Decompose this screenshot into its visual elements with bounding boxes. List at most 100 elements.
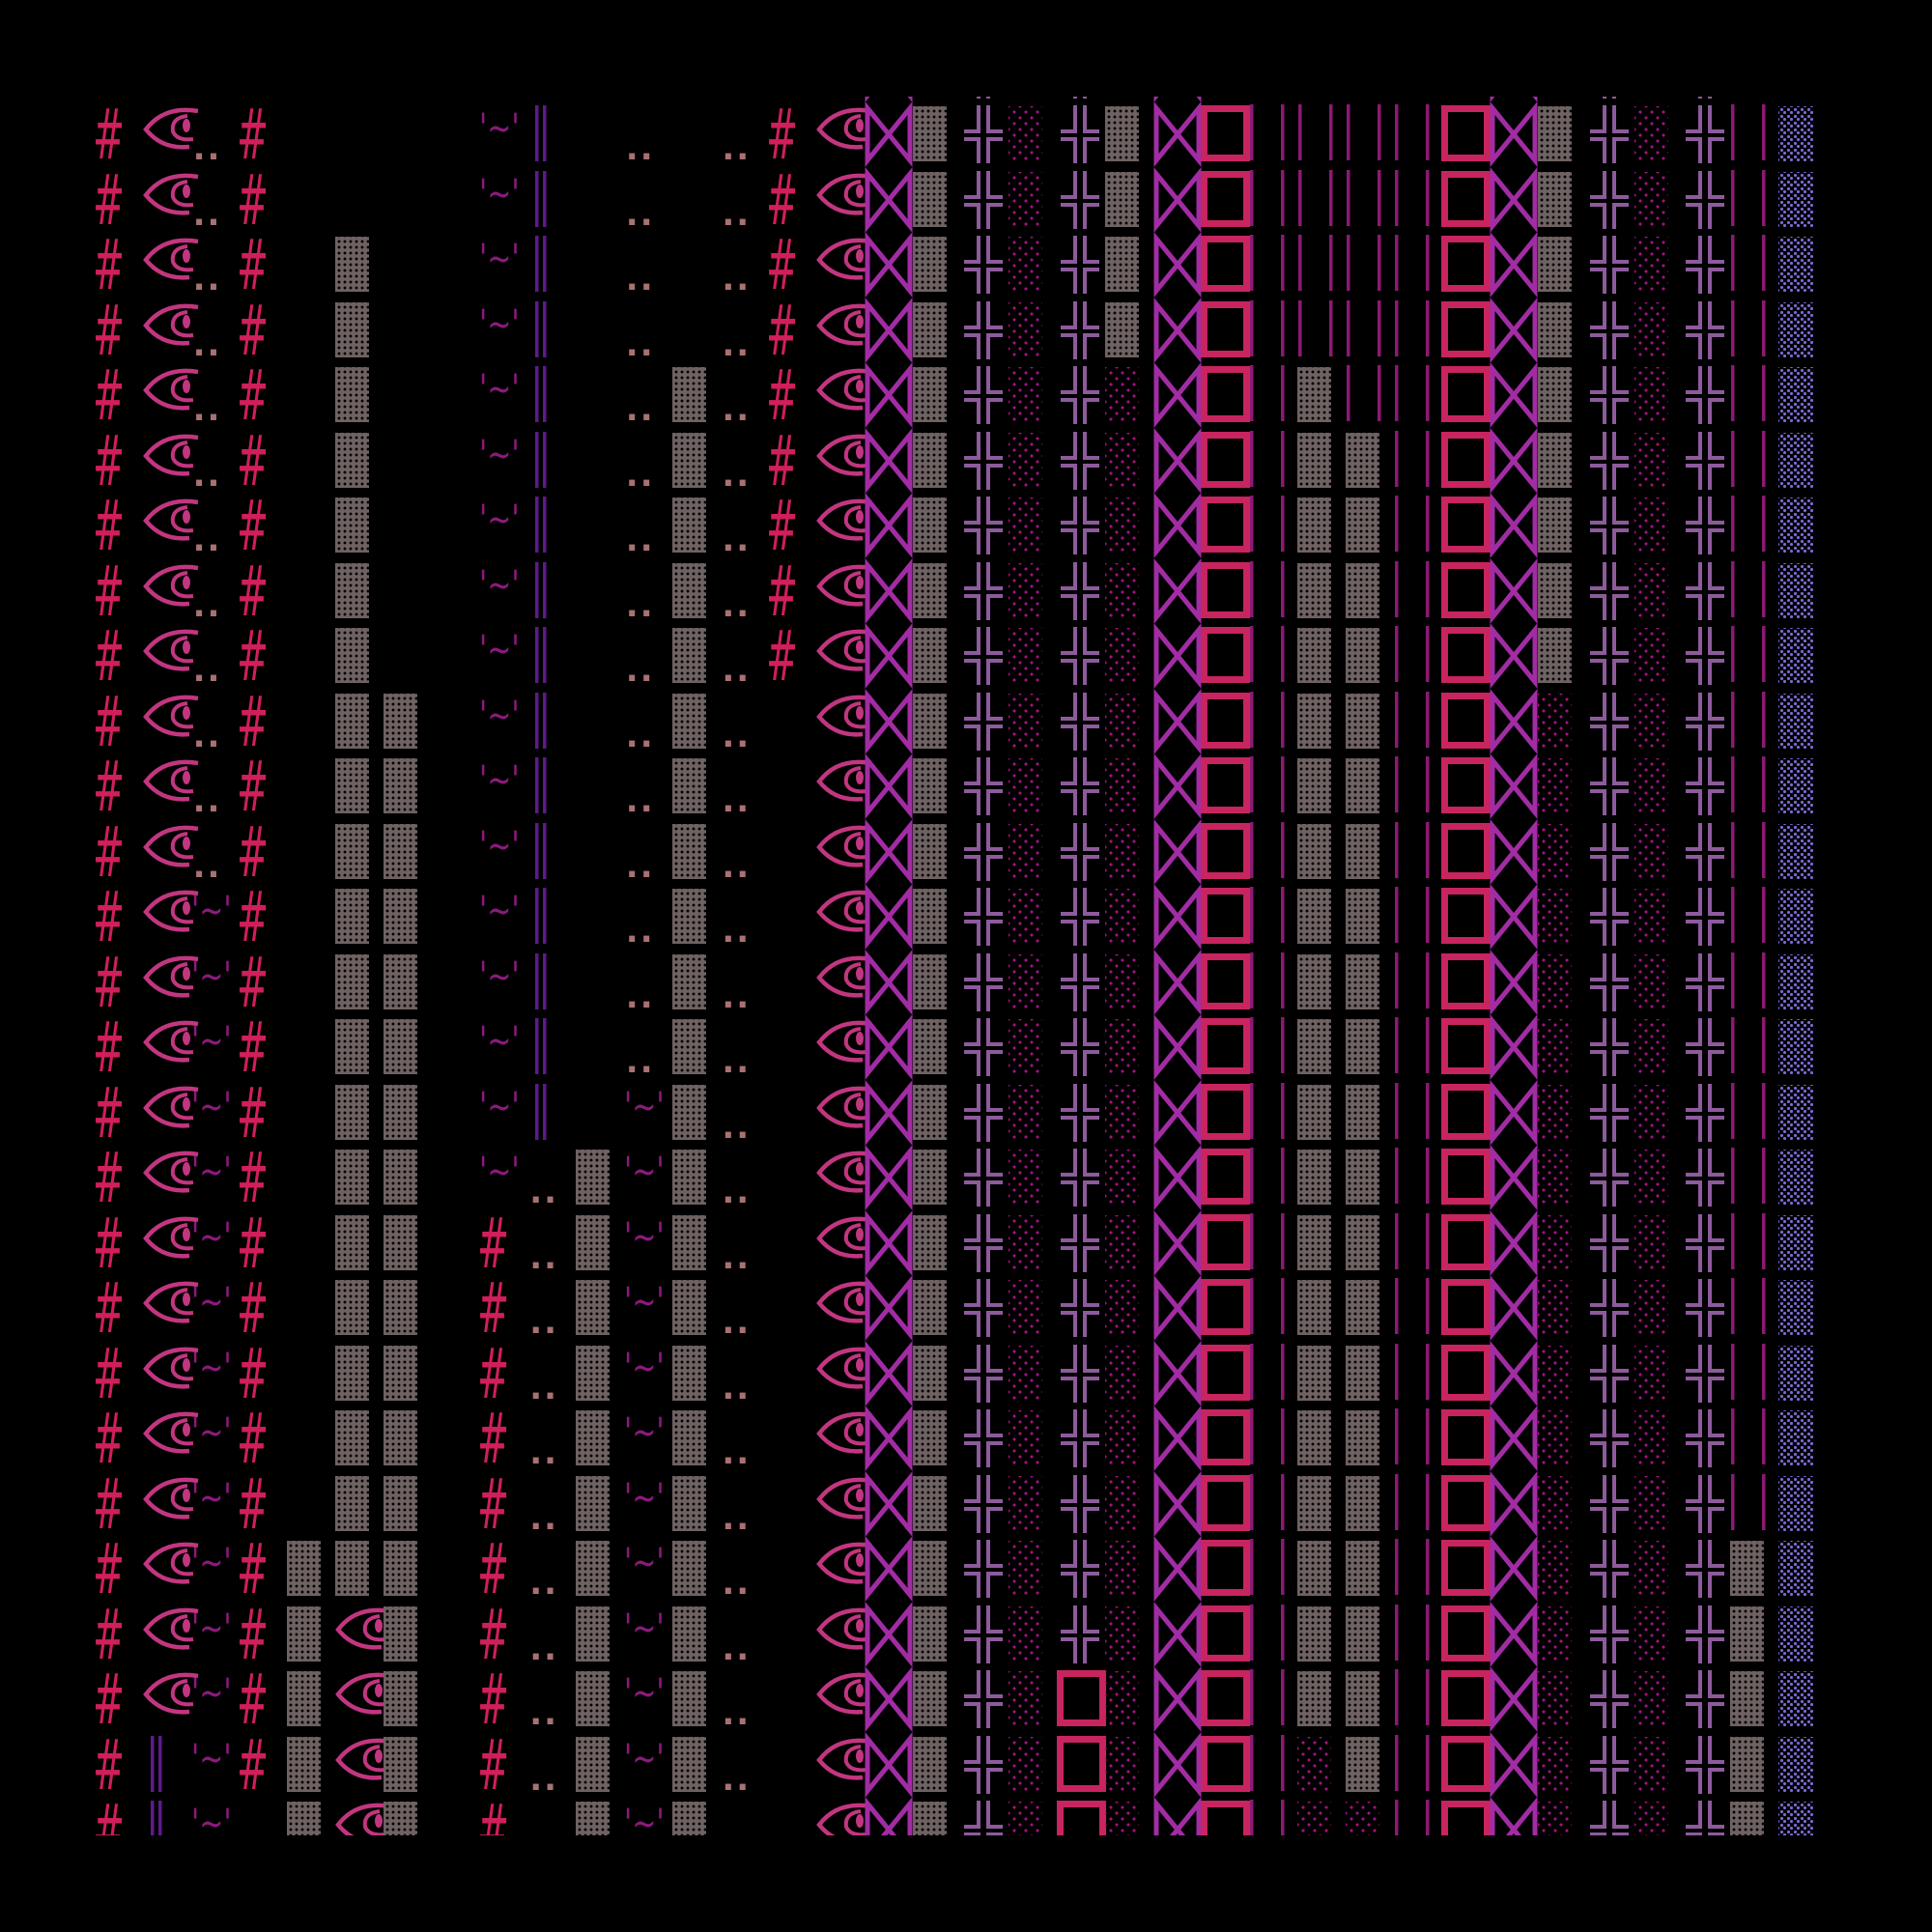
gray-block (383, 953, 432, 1018)
pink-dots-block-fill (1009, 237, 1043, 292)
gray-block-fill (576, 1736, 610, 1792)
double-bar-icon (527, 757, 576, 822)
tilde-glyph: '~' (191, 1801, 240, 1835)
hash-glyph: # (237, 1534, 287, 1605)
bars-icon (1297, 97, 1346, 105)
gray-block (1345, 1605, 1394, 1670)
hash-glyph: # (93, 1078, 143, 1149)
double-dot-glyph: .. (191, 627, 240, 692)
bowtie-icon (1153, 361, 1202, 431)
bars-icon (1249, 496, 1297, 561)
gray-block (287, 1736, 335, 1801)
gray-block-fill (912, 1541, 947, 1596)
double-dot-glyph: .. (191, 432, 240, 497)
tilde-glyph: '~' (479, 953, 527, 1018)
double-cross-icon (1682, 1149, 1730, 1213)
bowtie-icon (1490, 1209, 1538, 1279)
gray-block-fill (912, 367, 947, 422)
hash-glyph: # (237, 1469, 287, 1540)
blue-dots-block (1778, 171, 1827, 236)
double-cross-icon (1586, 692, 1634, 757)
double-dot-glyph: .. (624, 888, 672, 952)
gray-block-fill (1104, 171, 1139, 227)
bars-icon (1730, 496, 1778, 561)
tilde-glyph: '~' (624, 1670, 672, 1735)
pink-dots-block (1297, 1736, 1346, 1801)
gray-block-fill (1345, 823, 1379, 879)
gray-block-fill (1297, 1150, 1331, 1205)
hash-glyph-text: # (477, 1593, 510, 1675)
double-dot-glyph: .. (527, 1214, 576, 1279)
double-cross-icon (960, 627, 1009, 692)
double-dot-glyph: .. (624, 823, 672, 888)
box-icon (1201, 1279, 1251, 1344)
gray-block (671, 1214, 721, 1279)
gray-block-fill (383, 1150, 417, 1205)
hash-glyph-text: # (237, 1398, 270, 1479)
pink-dots-block-fill (1538, 1280, 1572, 1335)
gray-block-fill (1345, 1214, 1379, 1270)
hash-glyph: # (93, 621, 143, 692)
bars-icon (1730, 1148, 1778, 1213)
bowtie-icon (865, 1144, 913, 1213)
double-dot-glyph: .. (720, 1084, 768, 1149)
tilde-glyph-text: '~' (190, 1214, 232, 1260)
gray-block (912, 171, 961, 236)
pink-dots-block-fill (1297, 1802, 1331, 1835)
double-cross-icon (1682, 561, 1730, 627)
double-cross-icon (960, 1344, 1009, 1409)
double-dot-glyph: .. (624, 97, 672, 105)
gray-block (383, 1801, 432, 1835)
pink-dots-block (1634, 432, 1683, 497)
tilde-glyph-text: '~' (190, 953, 232, 999)
gray-block-fill (671, 497, 706, 553)
gray-block-fill (1538, 432, 1572, 488)
double-dot-glyph-text: .. (625, 716, 655, 755)
gray-block (1297, 1018, 1346, 1083)
tilde-glyph: '~' (624, 1149, 672, 1213)
double-dot-glyph: .. (191, 693, 240, 757)
gray-block (335, 1475, 384, 1540)
double-cross-icon (1586, 170, 1634, 236)
gray-block (287, 1801, 335, 1835)
pink-dots-block-fill (1009, 1150, 1043, 1205)
box-icon (1201, 952, 1251, 1018)
bowtie-icon (865, 97, 913, 105)
bars-icon (1394, 235, 1442, 300)
bowtie-icon (1153, 1013, 1202, 1083)
tilde-glyph-text: '~' (623, 1150, 665, 1194)
tilde-glyph-text: '~' (479, 367, 521, 412)
hash-glyph-text: # (237, 746, 270, 827)
double-bar-icon (527, 366, 576, 431)
pink-dots-block (1634, 1214, 1683, 1279)
tilde-glyph: '~' (191, 1475, 240, 1540)
gray-block-fill (1297, 1019, 1331, 1074)
pink-dots-block (1634, 823, 1683, 888)
box-icon (1201, 366, 1251, 431)
box-icon (1441, 1801, 1492, 1835)
gray-block-fill (671, 1345, 706, 1401)
gray-block (383, 823, 432, 888)
pink-dots-block-fill (1345, 1802, 1379, 1835)
gray-block-fill (671, 758, 706, 813)
double-dot-glyph-text: .. (529, 1237, 559, 1277)
double-cross-icon (1057, 627, 1105, 692)
eye-icon (816, 1801, 872, 1835)
double-dot-glyph-text: .. (722, 977, 752, 1016)
gray-block (671, 693, 721, 757)
gray-block (335, 432, 384, 497)
bowtie-icon (1153, 1470, 1202, 1540)
tilde-glyph: '~' (191, 1736, 240, 1801)
gray-block-fill (1345, 1671, 1379, 1726)
double-dot-glyph: .. (720, 693, 768, 757)
pink-dots-block-fill (1009, 1605, 1043, 1662)
double-cross-icon (1057, 97, 1105, 105)
gray-block-fill (383, 1214, 417, 1270)
gray-block (383, 1475, 432, 1540)
bowtie-icon (1490, 427, 1538, 497)
double-cross-icon (1057, 105, 1105, 170)
box-icon (1201, 170, 1251, 236)
box-icon (1441, 888, 1492, 952)
hash-glyph-text: # (766, 355, 799, 436)
bars-icon (1730, 1212, 1778, 1279)
